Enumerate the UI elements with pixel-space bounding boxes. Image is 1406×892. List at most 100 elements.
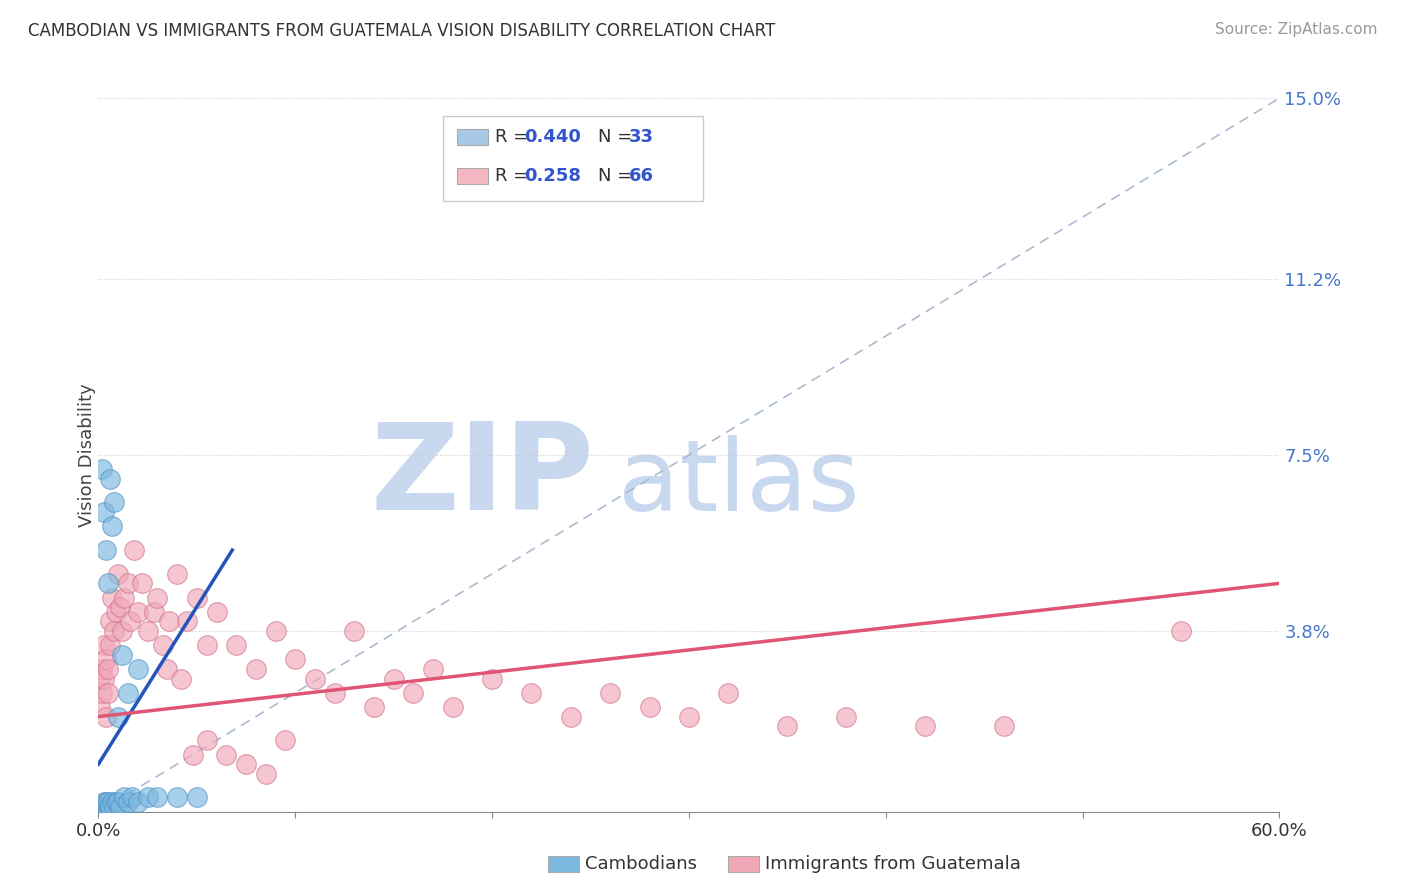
Point [131, 576, 153, 591]
Point [382, 672, 405, 686]
Text: ZIP: ZIP [371, 417, 595, 535]
Point [107, 795, 129, 809]
Point [166, 790, 188, 805]
Point [97, 576, 120, 591]
Point [274, 733, 297, 747]
Point [103, 495, 125, 509]
Point [225, 638, 247, 652]
Text: atlas: atlas [619, 435, 859, 532]
Point [176, 615, 198, 629]
Point [776, 719, 799, 733]
Point [599, 686, 621, 700]
Point [98, 472, 121, 486]
Point [170, 672, 193, 686]
Point [97, 686, 120, 700]
Point [96, 800, 118, 814]
Point [215, 747, 238, 762]
Point [107, 566, 129, 581]
Text: Immigrants from Guatemala: Immigrants from Guatemala [765, 855, 1021, 873]
Point [117, 576, 139, 591]
Point [96, 709, 118, 723]
Point [112, 591, 135, 605]
Point [717, 686, 740, 700]
Point [117, 686, 139, 700]
Point [304, 672, 326, 686]
Point [284, 652, 307, 666]
Point [146, 790, 169, 805]
Point [91, 662, 114, 676]
Point [101, 795, 124, 809]
Point [186, 591, 208, 605]
Point [914, 719, 936, 733]
Point [118, 615, 141, 629]
Point [245, 662, 267, 676]
Point [103, 624, 125, 638]
Point [520, 686, 543, 700]
Point [441, 700, 464, 714]
Point [402, 686, 425, 700]
Point [93, 800, 115, 814]
Point [96, 795, 118, 809]
Point [136, 624, 159, 638]
Point [560, 709, 582, 723]
Point [323, 686, 346, 700]
Point [136, 790, 159, 805]
Text: 0.258: 0.258 [524, 167, 582, 185]
Point [89, 700, 111, 714]
Point [89, 672, 111, 686]
Point [343, 624, 366, 638]
Point [91, 462, 114, 476]
Point [93, 505, 115, 519]
Point [111, 624, 134, 638]
Point [117, 795, 139, 809]
Text: 66: 66 [628, 167, 654, 185]
Text: 0.440: 0.440 [524, 128, 581, 146]
Point [835, 709, 858, 723]
Point [111, 648, 134, 662]
Point [121, 790, 143, 805]
Point [1170, 624, 1192, 638]
Point [156, 662, 179, 676]
Point [152, 638, 174, 652]
Point [127, 795, 149, 809]
Point [107, 709, 129, 723]
Point [638, 700, 661, 714]
Point [105, 605, 128, 619]
Point [97, 662, 120, 676]
Point [98, 638, 121, 652]
Text: N =: N = [598, 128, 637, 146]
Point [108, 600, 131, 615]
Point [127, 662, 149, 676]
Point [481, 672, 503, 686]
Point [181, 747, 204, 762]
Point [157, 615, 180, 629]
Text: 33: 33 [628, 128, 654, 146]
Point [97, 800, 120, 814]
Point [93, 795, 115, 809]
Point [678, 709, 700, 723]
Point [98, 615, 121, 629]
Point [127, 605, 149, 619]
Point [993, 719, 1015, 733]
Point [97, 795, 120, 809]
Point [195, 733, 218, 747]
Point [91, 686, 114, 700]
Point [264, 624, 287, 638]
Point [112, 790, 135, 805]
Point [98, 800, 121, 814]
Point [93, 638, 115, 652]
Point [105, 795, 128, 809]
Point [108, 800, 131, 814]
Point [422, 662, 444, 676]
Point [101, 519, 124, 533]
Point [93, 672, 115, 686]
Point [166, 566, 188, 581]
Point [89, 800, 111, 814]
Point [96, 652, 118, 666]
Point [142, 605, 165, 619]
Text: Source: ZipAtlas.com: Source: ZipAtlas.com [1215, 22, 1378, 37]
Text: R =: R = [495, 128, 534, 146]
Point [146, 591, 169, 605]
Point [122, 543, 145, 558]
Point [254, 766, 277, 780]
